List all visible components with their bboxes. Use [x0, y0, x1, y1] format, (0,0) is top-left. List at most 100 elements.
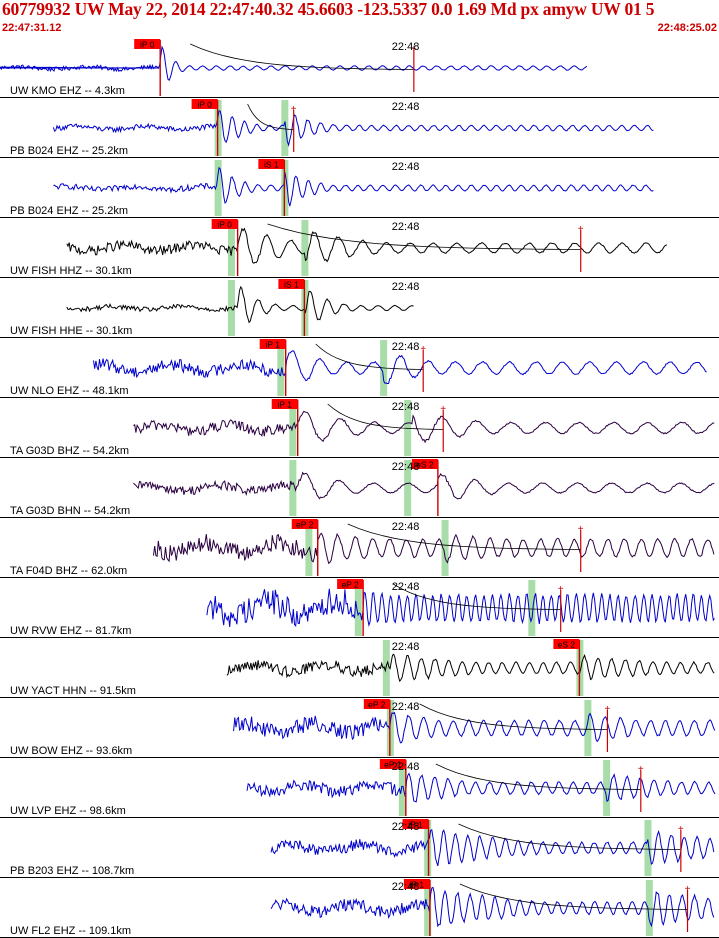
pick-label: eP 2 — [368, 700, 386, 710]
pick-label: iP 0 — [140, 40, 155, 50]
window-band — [354, 580, 362, 636]
coda-curve — [247, 103, 294, 130]
station-label: TA F04D BHZ -- 62.0km — [10, 565, 127, 577]
time-end-label: 22:48:25.02 — [657, 22, 717, 34]
waveform-trace — [206, 588, 715, 628]
coda-curve — [315, 343, 424, 370]
coda-plus: + — [678, 824, 684, 835]
trace-separators — [0, 97, 719, 938]
minute-label: 22:48 — [392, 281, 420, 293]
waveform-trace — [233, 711, 716, 744]
station-label: UW LVP EHZ -- 98.6km — [10, 805, 126, 817]
station-label: UW KMO EHZ -- 4.3km — [10, 85, 125, 97]
waveform-trace — [270, 828, 715, 867]
coda-plus: + — [411, 44, 417, 55]
pick-label: iP 0 — [217, 220, 232, 230]
pick-flag — [211, 219, 238, 229]
waveform-trace — [270, 886, 715, 928]
pick-flag — [337, 579, 364, 589]
minute-label: 22:48 — [392, 581, 420, 593]
pick-flag — [553, 639, 580, 649]
coda-plus: + — [578, 524, 584, 535]
pick-flag — [363, 699, 390, 709]
waveform-trace — [0, 45, 588, 81]
coda-curve — [459, 883, 688, 910]
station-label: PB B203 EHZ -- 108.7km — [10, 865, 134, 877]
seismogram-panel: + iP 0 + iP 0 iS 1 + iP 0 iS 1 + iP 1 + iP 1 eS 2 + eP… — [0, 39, 719, 938]
pick-flag — [271, 399, 298, 409]
pick-flag — [259, 339, 286, 349]
minute-label: 22:48 — [392, 461, 420, 473]
window-band — [214, 160, 222, 216]
event-header: 60779932 UW May 22, 2014 22:47:40.32 45.… — [0, 0, 719, 38]
station-label: UW BOW EHZ -- 93.6km — [10, 745, 132, 757]
coda-curve — [435, 763, 641, 790]
pick-flag — [278, 279, 305, 289]
window-band — [644, 820, 652, 876]
window-band — [441, 520, 449, 576]
waveform-trace — [153, 532, 715, 565]
minute-label: 22:48 — [392, 881, 420, 893]
window-band — [528, 580, 536, 636]
coda-plus: + — [420, 344, 426, 355]
pick-flag — [134, 39, 161, 49]
pick-label: iP 1 — [410, 880, 425, 890]
pick-flag — [258, 159, 285, 169]
coda-curve — [267, 223, 581, 250]
pick-flag — [291, 519, 318, 529]
window-band — [603, 760, 611, 816]
coda-plus: + — [578, 224, 584, 235]
event-title: 60779932 UW May 22, 2014 22:47:40.32 45.… — [2, 0, 655, 19]
phase-picks: + iP 0 + iP 0 iS 1 + iP 0 iS 1 + iP 1 + iP 1 eS 2 + eP… — [134, 39, 691, 936]
pick-label: iS 1 — [264, 160, 279, 170]
station-label: UW YACT HHN -- 91.5km — [10, 685, 136, 697]
station-label: UW FISH HHE -- 30.1km — [10, 325, 132, 337]
minute-label: 22:48 — [392, 761, 420, 773]
window-band — [398, 760, 406, 816]
minute-label: 22:48 — [392, 221, 420, 233]
minute-label: 22:48 — [392, 41, 420, 53]
pick-label: eP 2 — [341, 580, 359, 590]
station-label: PB B024 EHZ -- 25.2km — [10, 145, 128, 157]
coda-plus: + — [291, 104, 297, 115]
coda-plus: + — [440, 404, 446, 415]
time-start-label: 22:47:31.12 — [2, 22, 62, 34]
pick-flag — [402, 819, 429, 829]
window-band — [404, 460, 412, 516]
pick-label: iS 1 — [284, 280, 299, 290]
waveform-trace — [226, 653, 715, 683]
coda-curve — [392, 583, 561, 610]
station-label: UW NLO EHZ -- 48.1km — [10, 385, 129, 397]
minute-label: 22:48 — [392, 521, 420, 533]
coda-plus: + — [605, 704, 611, 715]
waveform-trace — [52, 110, 654, 147]
waveform-trace — [93, 350, 707, 385]
coda-curve — [347, 523, 581, 550]
coda-curve — [458, 823, 681, 850]
waveforms — [0, 45, 716, 928]
coda-plus: + — [685, 884, 691, 895]
station-label: TA G03D BHN -- 54.2km — [10, 505, 130, 517]
waveform-trace — [66, 227, 668, 264]
pick-label: eP 1 — [384, 760, 402, 770]
window-band — [281, 100, 289, 156]
pick-label: eS 2 — [416, 460, 434, 470]
coda-curve — [190, 43, 414, 70]
minute-label: 22:48 — [392, 821, 420, 833]
waveform-trace — [66, 285, 414, 324]
station-label: TA G03D BHZ -- 54.2km — [10, 445, 129, 457]
station-label: UW FL2 EHZ -- 109.1km — [10, 925, 131, 937]
coda-plus: + — [638, 764, 644, 775]
window-band — [277, 340, 285, 396]
station-label: UW FISH HHZ -- 30.1km — [10, 265, 132, 277]
minute-label: 22:48 — [392, 641, 420, 653]
waveform-trace — [133, 471, 715, 500]
waveform-trace — [133, 410, 715, 444]
pick-label: eP 2 — [296, 520, 314, 530]
window-band — [301, 220, 309, 276]
window-band — [289, 460, 297, 516]
window-band — [227, 220, 235, 276]
window-band — [584, 700, 592, 756]
waveform-trace — [53, 166, 654, 207]
window-band — [645, 880, 653, 936]
